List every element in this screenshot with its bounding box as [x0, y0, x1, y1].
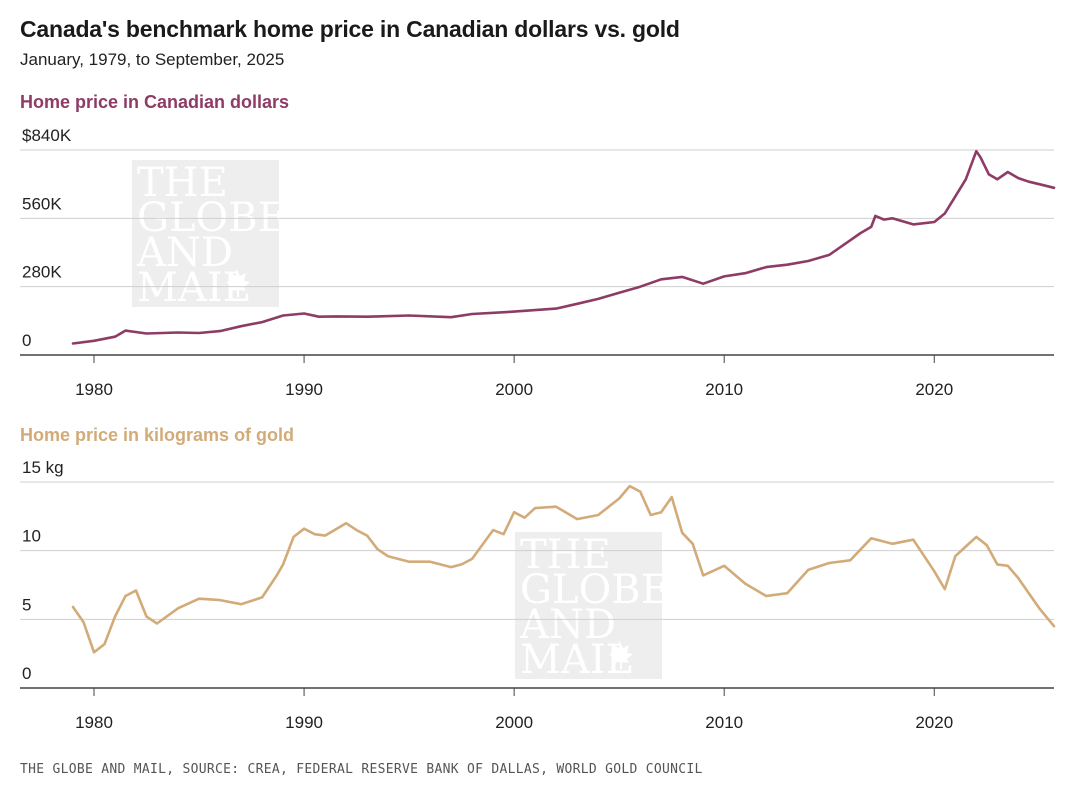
y-tick-label: 560K — [22, 194, 62, 213]
x-tick-label: 2020 — [915, 380, 953, 399]
maple-leaf-icon — [609, 640, 633, 669]
chart-panel-2: Home price in kilograms of gold THEGLOBEA… — [20, 425, 1056, 732]
chart-subtitle: January, 1979, to September, 2025 — [20, 50, 285, 69]
panel-title: Home price in Canadian dollars — [20, 92, 289, 112]
series-line — [71, 484, 1056, 654]
y-tick-label: 5 — [22, 595, 31, 614]
panel-title: Home price in kilograms of gold — [20, 425, 294, 445]
y-tick-label: 280K — [22, 263, 62, 282]
chart-title: Canada's benchmark home price in Canadia… — [20, 16, 680, 42]
watermark-word: GLOBE — [520, 567, 670, 613]
watermark-box — [132, 160, 279, 307]
y-tick-label: 0 — [22, 664, 31, 683]
x-tick-label: 2000 — [495, 380, 533, 399]
x-tick-label: 2000 — [495, 713, 533, 732]
x-tick-label: 1980 — [75, 380, 113, 399]
watermark-word: MAIL — [520, 637, 632, 683]
y-tick-label: $840K — [22, 126, 72, 145]
x-tick-label: 2010 — [705, 380, 743, 399]
x-tick-label: 1990 — [285, 380, 323, 399]
watermark-word: THE — [520, 532, 611, 578]
x-tick-label: 1980 — [75, 713, 113, 732]
watermark-word: THE — [137, 160, 228, 206]
y-tick-label: 10 — [22, 527, 41, 546]
source-footer: THE GLOBE AND MAIL, SOURCE: CREA, FEDERA… — [20, 762, 703, 777]
y-tick-label: 15 kg — [22, 458, 64, 477]
maple-leaf-icon — [226, 268, 250, 297]
x-tick-label: 1990 — [285, 713, 323, 732]
watermark-word: MAIL — [137, 265, 249, 311]
chart-panel-1: Home price in Canadian dollars THEGLOBEAN… — [20, 92, 1056, 399]
watermark-word: AND — [136, 230, 233, 276]
x-tick-label: 2010 — [705, 713, 743, 732]
y-tick-label: 0 — [22, 331, 31, 350]
series-line — [71, 149, 1056, 345]
watermark-box — [515, 532, 662, 679]
watermark-word: AND — [519, 602, 616, 648]
x-tick-label: 2020 — [915, 713, 953, 732]
